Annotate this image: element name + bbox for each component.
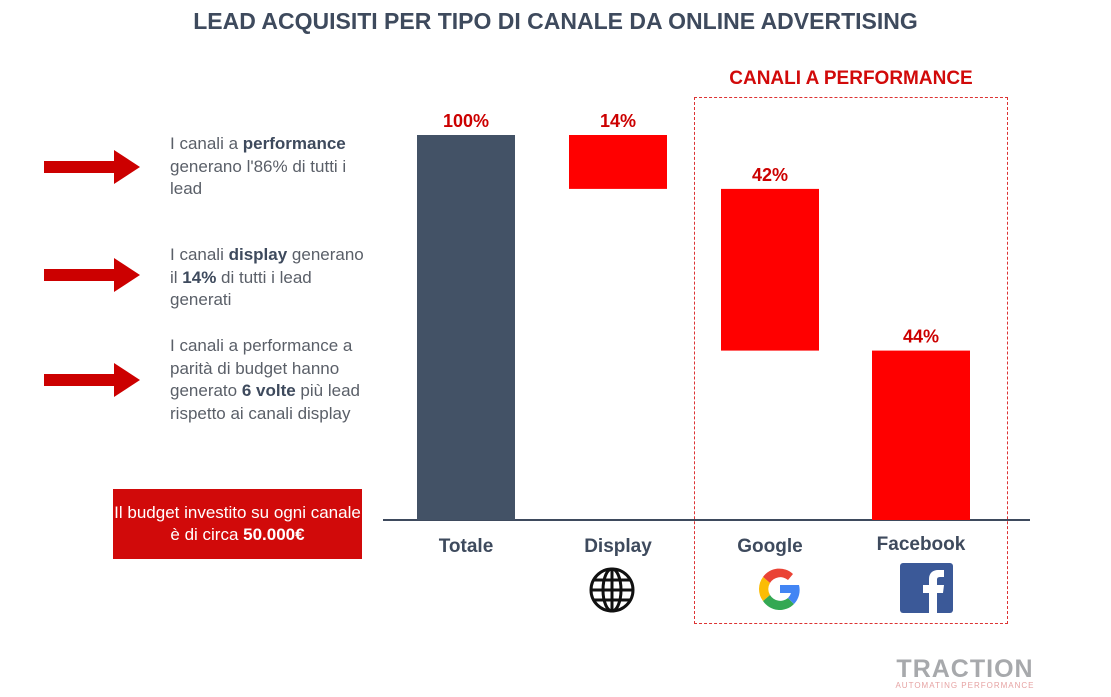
arrow-icon <box>44 150 140 184</box>
category-label: Totale <box>439 536 494 557</box>
performance-group-box <box>694 97 1008 624</box>
note-performance: I canali a performance generano l'86% di… <box>170 134 347 198</box>
google-icon <box>759 568 800 611</box>
bar-display <box>569 135 667 189</box>
facebook-icon <box>900 563 953 613</box>
value-label: 14% <box>600 111 636 131</box>
bar-facebook <box>872 350 970 520</box>
note-six-times: I canali a performance a parità di budge… <box>170 336 360 423</box>
bar-totale <box>417 135 515 520</box>
category-label: Display <box>584 536 652 557</box>
value-label: 44% <box>903 327 939 347</box>
budget-callout: Il budget investito su ogni canale è di … <box>113 489 362 559</box>
value-label: 42% <box>752 165 788 185</box>
traction-logo: TRACTION AUTOMATING PERFORMANCE <box>895 655 1035 690</box>
performance-group-label: CANALI A PERFORMANCE <box>729 68 973 89</box>
bar-google <box>721 188 819 351</box>
arrow-icon <box>44 363 140 397</box>
category-label: Google <box>737 536 802 557</box>
value-label: 100% <box>443 111 489 131</box>
category-label: Facebook <box>877 534 966 555</box>
arrow-icon <box>44 258 140 292</box>
chart-title: LEAD ACQUISITI PER TIPO DI CANALE DA ONL… <box>193 8 918 34</box>
note-display: I canali display generano il 14% di tutt… <box>170 245 364 309</box>
globe-icon <box>589 567 635 613</box>
